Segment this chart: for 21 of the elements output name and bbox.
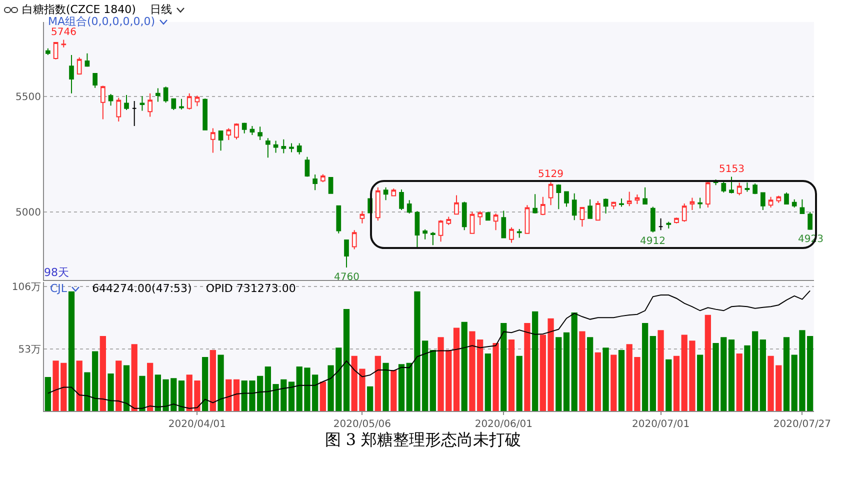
x-tick-label: 2020/07/01 [632, 419, 690, 430]
chart-title: 白糖指数(CZCE 1840) [22, 2, 136, 16]
chart-subtitle: 日线 [150, 2, 172, 16]
y-tick-label: 5500 [16, 92, 41, 104]
y-tick-label: 106万 [12, 282, 41, 294]
annotation: 98天 [44, 265, 69, 280]
annotation: CJL [50, 282, 68, 295]
annotation: OPID 731273.00 [206, 282, 296, 295]
x-tick-label: 2020/07/27 [773, 419, 832, 430]
annotation: 5153 [719, 164, 744, 175]
x-tick-label: 2020/04/01 [168, 419, 226, 430]
annotation: 644274.00(47:53) [92, 282, 192, 295]
y-tick-label: 53万 [18, 344, 41, 356]
annotation: 5746 [51, 27, 76, 38]
x-tick-label: 2020/06/01 [474, 419, 532, 430]
x-tick-label: 2020/05/06 [333, 419, 392, 430]
annotation: MA组合(0,0,0,0,0,0) [48, 14, 156, 28]
y-tick-label: 5000 [16, 208, 41, 219]
annotation: 5129 [538, 169, 564, 180]
caption: 图 3 郑糖整理形态尚未打破 [324, 430, 522, 451]
annotation: 4912 [640, 236, 666, 247]
